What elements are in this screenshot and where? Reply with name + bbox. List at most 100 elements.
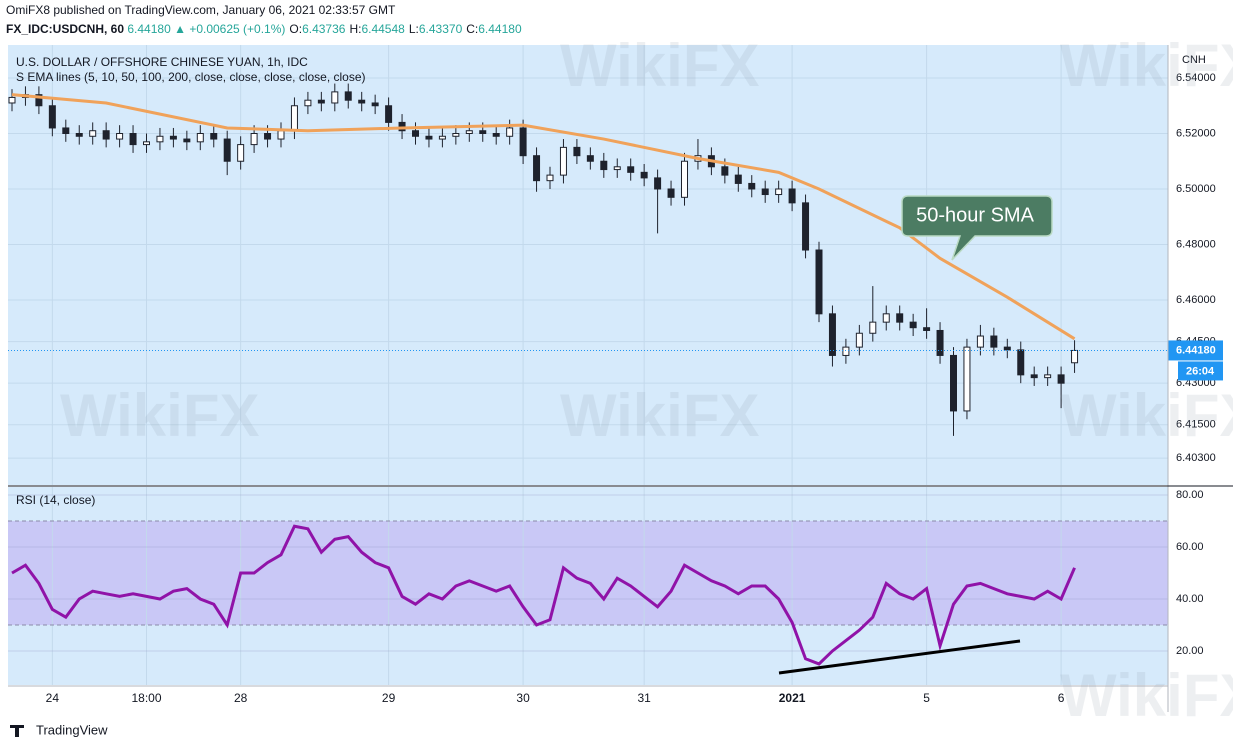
ohlc-key: O: — [289, 22, 302, 36]
candle-body — [519, 127, 527, 157]
candle-body — [412, 130, 419, 137]
candle-body — [250, 132, 258, 146]
candle-body — [546, 174, 554, 182]
candle-body — [452, 132, 460, 137]
candle-body — [62, 127, 70, 134]
candle-body — [438, 135, 446, 140]
quote-line: FX_IDC:USDCNH, 60 6.44180 ▲ +0.00625 (+0… — [6, 22, 522, 36]
candle-body — [1030, 374, 1038, 379]
ohlc-key: L: — [409, 22, 419, 36]
candle-body — [869, 321, 877, 334]
candle-body — [855, 332, 863, 348]
candle-body — [129, 132, 137, 146]
candle-body — [358, 99, 366, 104]
candle-body — [75, 132, 83, 137]
candle-body — [775, 188, 783, 196]
candle-body — [264, 132, 272, 140]
pane-title: U.S. DOLLAR / OFFSHORE CHINESE YUAN, 1h,… — [16, 55, 308, 69]
x-tick-label: 28 — [234, 691, 248, 705]
candle-body — [237, 144, 245, 162]
price: 6.44180 — [127, 22, 171, 36]
ohlc-value: 6.43370 — [419, 22, 463, 36]
candle-body — [156, 135, 164, 143]
candle-body — [116, 132, 124, 140]
candle-body — [290, 105, 298, 132]
x-tick-label: 2021 — [779, 691, 806, 705]
ohlc-value: 6.43736 — [302, 22, 346, 36]
candle-body — [613, 166, 621, 171]
candle-body — [1071, 349, 1079, 364]
callout-text: 50-hour SMA — [916, 204, 1034, 226]
candle-body — [533, 155, 541, 182]
y-tick-label: 20.00 — [1176, 645, 1204, 657]
candle-body — [721, 166, 729, 176]
candle-body — [425, 135, 433, 140]
candle-body — [573, 146, 581, 157]
footer-logo: TradingView — [36, 722, 108, 737]
candle-body — [277, 130, 285, 140]
y-tick-label: 60.00 — [1176, 541, 1204, 553]
candle-body — [385, 105, 393, 123]
ohlc-value: 6.44180 — [478, 22, 522, 36]
candle-body — [654, 177, 662, 190]
y-tick-label: 6.54000 — [1176, 72, 1216, 84]
watermark: WikiFX — [1060, 32, 1233, 99]
candle-body — [559, 146, 567, 176]
countdown-box — [1178, 361, 1223, 381]
candle-body — [896, 313, 904, 323]
candle-body — [492, 132, 500, 137]
candle-body — [802, 202, 810, 251]
candle-body — [102, 130, 110, 140]
candle-body — [223, 138, 231, 162]
candle-body — [506, 127, 514, 137]
candle-body — [990, 335, 998, 348]
countdown-label: 26:04 — [1186, 365, 1215, 377]
last-price-label: 6.44180 — [1176, 344, 1216, 356]
candle-body — [331, 91, 339, 104]
candle-body — [1003, 346, 1011, 351]
y-tick-label: 6.52000 — [1176, 127, 1216, 139]
ohlc: O:6.43736 H:6.44548 L:6.43370 C:6.44180 — [289, 22, 522, 36]
candle-body — [479, 130, 487, 134]
rsi-band — [8, 521, 1168, 625]
candle-body — [1044, 374, 1052, 379]
candle-body — [842, 346, 850, 356]
candle-body — [317, 99, 325, 104]
candle-body — [748, 182, 756, 190]
candle-body — [371, 102, 379, 107]
candle-body — [1017, 349, 1025, 376]
pane-subtitle: S EMA lines (5, 10, 50, 100, 200, close,… — [16, 70, 366, 84]
candle-body — [210, 132, 218, 140]
candle-body — [89, 130, 97, 137]
watermark: WikiFX — [560, 32, 759, 99]
pane-title: RSI (14, close) — [16, 493, 95, 507]
candle-body — [734, 174, 742, 184]
y-tick-label: 6.41500 — [1176, 419, 1216, 431]
change: ▲ +0.00625 (+0.1%) — [174, 22, 285, 36]
candle-body — [788, 188, 796, 204]
candle-body — [586, 155, 594, 162]
candle-body — [882, 313, 890, 323]
candle-body — [950, 354, 957, 412]
ohlc-value: 6.44548 — [361, 22, 405, 36]
candle-body — [828, 313, 836, 356]
footer-icon — [10, 725, 24, 737]
ohlc-key: H: — [349, 22, 361, 36]
y-axis-unit: CNH — [1182, 54, 1206, 66]
candle-body — [8, 96, 16, 104]
watermark: WikiFX — [1060, 382, 1233, 449]
callout-box — [901, 195, 1053, 261]
y-tick-label: 6.48000 — [1176, 238, 1216, 250]
candle-body — [761, 188, 769, 196]
y-tick-label: 80.00 — [1176, 489, 1204, 501]
plot-area: 6.540006.520006.500006.480006.460006.445… — [8, 45, 1233, 712]
candle-body — [1057, 374, 1065, 384]
rsi-line — [11, 524, 1076, 666]
candle-body — [48, 105, 56, 129]
candle-body — [196, 132, 204, 143]
y-tick-label: 40.00 — [1176, 593, 1204, 605]
y-tick-label: 6.40300 — [1176, 452, 1216, 464]
candle-body — [667, 188, 675, 198]
candle-body — [909, 321, 917, 329]
